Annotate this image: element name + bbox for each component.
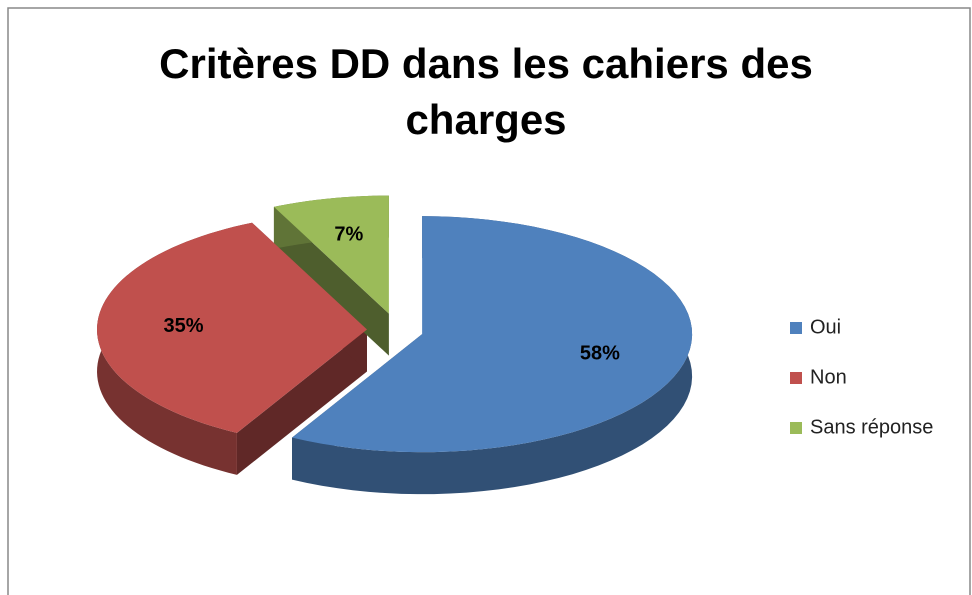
slice xyxy=(97,222,368,433)
legend-label: Oui xyxy=(810,316,841,338)
legend-swatch xyxy=(790,322,802,334)
legend-swatch xyxy=(790,372,802,384)
data-label: 35% xyxy=(163,315,203,337)
slice-wall xyxy=(236,329,368,475)
data-label: 7% xyxy=(334,224,363,246)
slice xyxy=(292,216,693,453)
legend-swatch xyxy=(790,422,802,434)
slice-wall xyxy=(273,206,389,356)
chart-title: Critères DD dans les cahiers des charges xyxy=(159,40,813,143)
slice-side xyxy=(292,216,693,495)
slice xyxy=(273,195,389,314)
chart-frame xyxy=(7,7,971,595)
data-label: 58% xyxy=(580,342,620,364)
legend-label: Sans réponse xyxy=(810,416,933,438)
legend-label: Non xyxy=(810,366,847,388)
